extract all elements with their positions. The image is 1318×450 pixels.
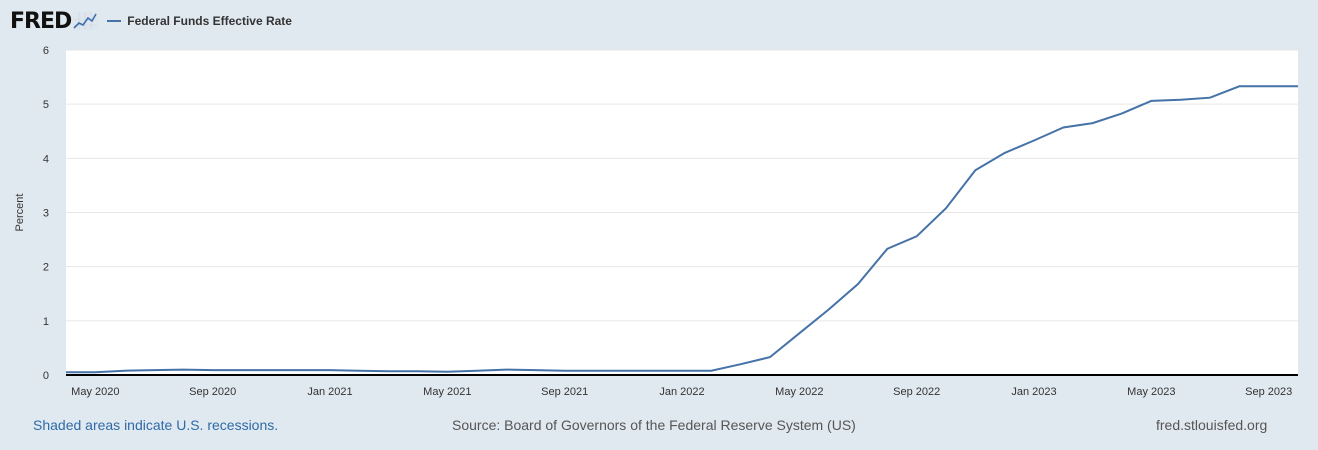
x-tick-label: Sep 2021 xyxy=(541,386,588,398)
y-axis-label: Percent xyxy=(14,194,26,232)
data-point xyxy=(1179,98,1183,102)
y-tick-label: 6 xyxy=(43,45,49,57)
data-point xyxy=(944,206,948,210)
data-point xyxy=(181,368,185,372)
y-tick-label: 2 xyxy=(43,262,49,274)
data-point xyxy=(1237,84,1241,88)
gridlines xyxy=(66,49,1298,322)
data-point xyxy=(1061,125,1065,129)
x-tick-label: May 2022 xyxy=(775,386,823,398)
data-point xyxy=(915,234,919,238)
data-point xyxy=(328,368,332,372)
data-point xyxy=(211,368,215,372)
data-point xyxy=(827,307,831,311)
data-point xyxy=(1149,99,1153,103)
data-point xyxy=(680,369,684,373)
y-axis-ticks: 0 1 2 3 4 5 6 xyxy=(43,45,49,382)
legend: Federal Funds Effective Rate xyxy=(107,14,292,28)
data-point xyxy=(856,282,860,286)
x-axis-ticks: May 2020 Sep 2020 Jan 2021 May 2021 Sep 2021… xyxy=(71,386,1292,398)
x-tick-label: Sep 2022 xyxy=(893,386,940,398)
x-tick-label: May 2021 xyxy=(423,386,471,398)
data-point xyxy=(445,370,449,374)
data-point xyxy=(739,362,743,366)
data-point xyxy=(416,369,420,373)
data-point xyxy=(269,368,273,372)
recession-note: Shaded areas indicate U.S. recessions. xyxy=(33,417,279,433)
legend-line-marker xyxy=(107,20,122,22)
x-tick-label: Jan 2021 xyxy=(307,386,352,398)
data-point xyxy=(1120,111,1124,115)
y-tick-label: 5 xyxy=(43,99,49,111)
data-point xyxy=(1296,84,1300,88)
line-chart: 0 1 2 3 4 5 6 May 2020 Sep 2020 Jan 2021 May 2021… xyxy=(14,45,1300,398)
data-point xyxy=(475,369,479,373)
data-point xyxy=(1032,138,1036,142)
data-point xyxy=(123,369,127,373)
data-point xyxy=(240,368,244,372)
y-tick-label: 4 xyxy=(43,153,49,165)
trend-line-icon xyxy=(73,12,98,30)
data-point xyxy=(1091,121,1095,125)
series-line xyxy=(66,85,1298,374)
data-point xyxy=(93,370,97,374)
data-point xyxy=(885,247,889,251)
y-tick-label: 3 xyxy=(43,208,49,220)
data-point xyxy=(797,331,801,335)
y-tick-label: 1 xyxy=(43,316,49,328)
data-point xyxy=(1267,84,1271,88)
data-point xyxy=(621,369,625,373)
legend-label: Federal Funds Effective Rate xyxy=(127,14,292,28)
fred-logo[interactable]: FRED xyxy=(10,8,98,34)
x-tick-label: Sep 2023 xyxy=(1245,386,1292,398)
x-tick-label: Sep 2020 xyxy=(189,386,236,398)
data-point xyxy=(387,369,391,373)
data-point xyxy=(651,369,655,373)
y-tick-label: 0 xyxy=(43,370,49,382)
data-point xyxy=(152,368,156,372)
logo-text: FRED xyxy=(10,8,72,34)
data-point xyxy=(299,368,303,372)
x-tick-label: Jan 2022 xyxy=(659,386,704,398)
data-point xyxy=(563,369,567,373)
chart-header: FRED Federal Funds Effective Rate xyxy=(10,6,292,36)
data-point xyxy=(768,355,772,359)
x-tick-label: May 2020 xyxy=(71,386,119,398)
data-point xyxy=(533,368,537,372)
data-point xyxy=(357,369,361,373)
data-point xyxy=(504,368,508,372)
x-tick-label: Jan 2023 xyxy=(1011,386,1056,398)
data-point xyxy=(973,168,977,172)
source-note: Source: Board of Governors of the Federa… xyxy=(452,417,856,433)
data-point xyxy=(1003,151,1007,155)
data-point xyxy=(709,369,713,373)
site-link[interactable]: fred.stlouisfed.org xyxy=(1156,417,1268,433)
data-point xyxy=(1208,96,1212,100)
data-point xyxy=(64,370,68,374)
x-tick-label: May 2023 xyxy=(1127,386,1175,398)
data-point xyxy=(592,369,596,373)
